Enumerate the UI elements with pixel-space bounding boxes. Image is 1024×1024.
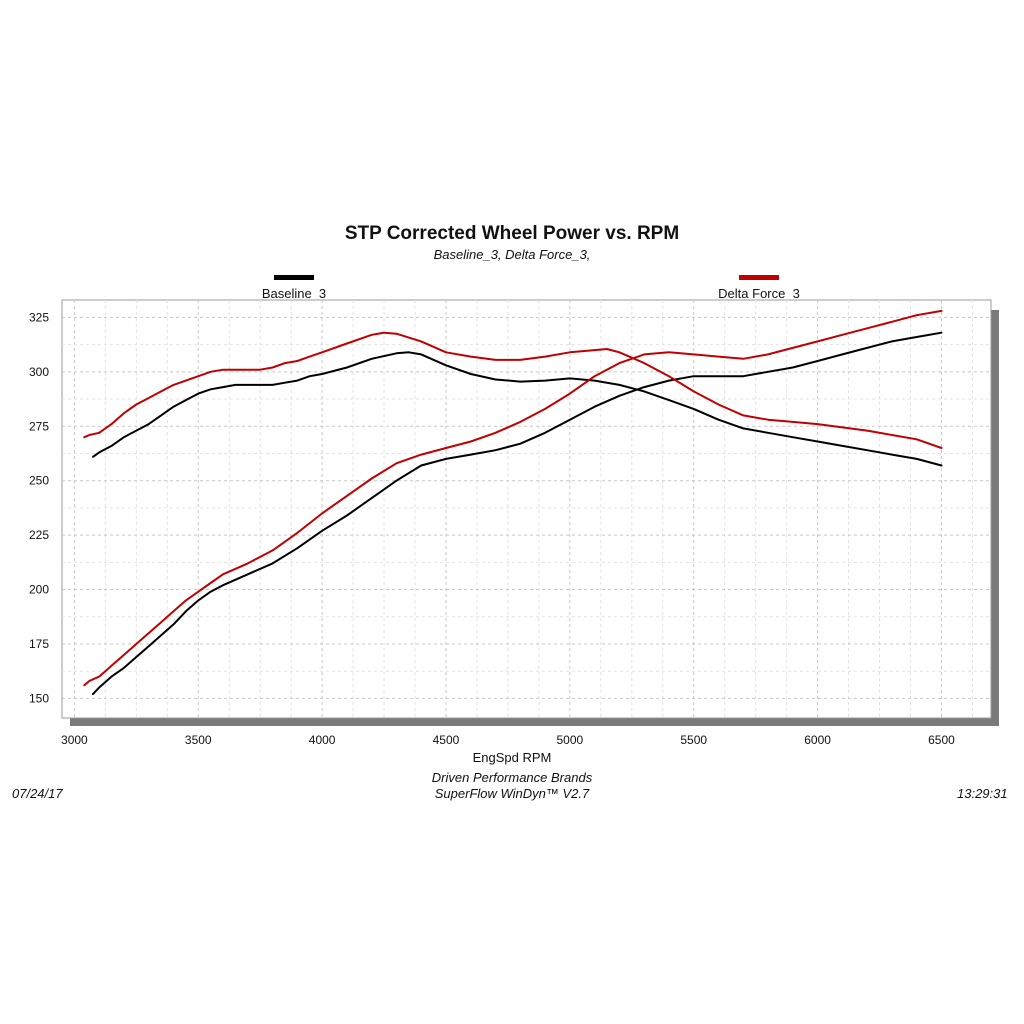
legend-swatch-baseline <box>274 275 314 280</box>
y-tick-label: 325 <box>29 310 49 324</box>
series-line-baseline-2 <box>92 331 943 696</box>
y-tick-label: 225 <box>29 528 49 542</box>
series-lines <box>83 309 943 696</box>
x-tick-label: 5500 <box>680 733 707 747</box>
x-tick-label: 4500 <box>433 733 460 747</box>
plot-shadow-right <box>991 310 999 726</box>
footer-time: 13:29:31 <box>957 786 1008 801</box>
chart-title: STP Corrected Wheel Power vs. RPM <box>344 223 680 244</box>
legend-label-baseline: Baseline_3 <box>261 286 327 301</box>
series-line-delta-force-1 <box>83 331 943 449</box>
series-line-baseline-1 <box>92 351 943 467</box>
y-tick-label: 175 <box>29 637 49 651</box>
x-tick-label: 4000 <box>309 733 336 747</box>
x-tick-label: 3000 <box>61 733 88 747</box>
legend-swatch-delta-force <box>739 275 779 280</box>
y-tick-label: 150 <box>29 691 49 705</box>
footer-software: SuperFlow WinDyn™ V2.7 <box>434 786 590 801</box>
x-axis-label: EngSpd RPM <box>473 750 552 765</box>
x-tick-label: 3500 <box>185 733 212 747</box>
y-tick-label: 250 <box>29 474 49 488</box>
plot-area <box>61 299 992 719</box>
y-tick-label: 300 <box>29 365 49 379</box>
axis-ticks: 3000 3500 4000 4500 5000 5500 6000 6500 150 175 20… <box>29 310 955 747</box>
footer-company: Driven Performance Brands <box>431 770 593 785</box>
plot-shadow-bottom <box>70 718 999 726</box>
y-tick-label: 200 <box>29 583 49 597</box>
series-line-delta-force-2 <box>83 309 943 687</box>
y-tick-label: 275 <box>29 419 49 433</box>
x-tick-label: 6000 <box>804 733 831 747</box>
footer-date: 07/24/17 <box>12 786 63 801</box>
x-tick-label: 6500 <box>928 733 955 747</box>
chart-subtitle: Baseline_3, Delta Force_3, <box>433 247 591 262</box>
legend-label-delta-force: Delta Force_3 <box>718 286 800 301</box>
x-tick-label: 5000 <box>557 733 584 747</box>
